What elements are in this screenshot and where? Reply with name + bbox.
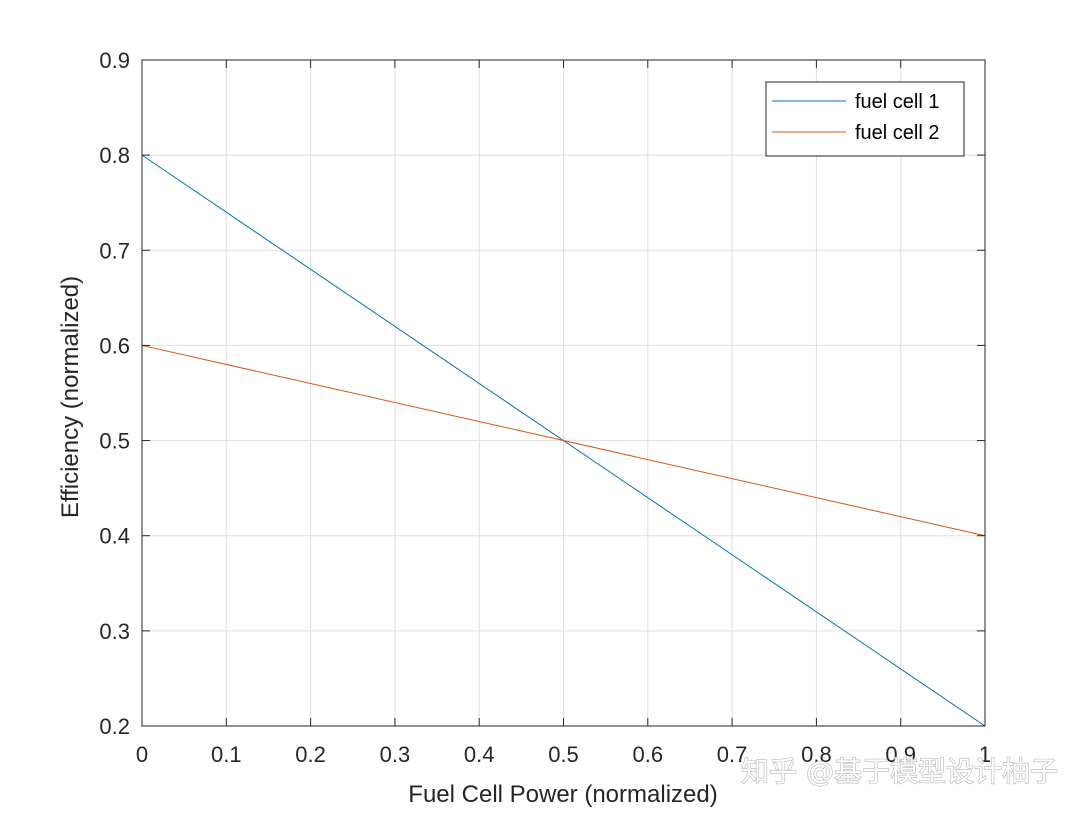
legend: fuel cell 1 fuel cell 2 xyxy=(765,81,965,157)
x-tick-label: 0.6 xyxy=(633,742,664,767)
x-tick-label: 0.3 xyxy=(380,742,411,767)
tick-marks xyxy=(141,59,986,727)
watermark: 知乎 @基于模型设计柚子 xyxy=(741,755,1058,788)
x-tick-label: 0.4 xyxy=(464,742,495,767)
x-tick-label: 0.7 xyxy=(717,742,748,767)
series-group xyxy=(141,154,986,727)
y-tick-label: 0.4 xyxy=(99,524,130,549)
x-tick-label: 0.2 xyxy=(295,742,326,767)
legend-box xyxy=(765,81,965,157)
x-tick-labels: 0 0.1 0.2 0.3 0.4 0.5 0.6 0.7 0.8 0.9 1 xyxy=(136,742,991,767)
y-tick-label: 0.5 xyxy=(99,429,130,454)
x-axis-label: Fuel Cell Power (normalized) xyxy=(408,781,717,808)
y-tick-labels: 0.2 0.3 0.4 0.5 0.6 0.7 0.8 0.9 xyxy=(99,48,130,739)
series-line-2 xyxy=(141,344,986,537)
x-tick-label: 0.5 xyxy=(548,742,579,767)
legend-label-1: fuel cell 1 xyxy=(855,91,940,113)
x-tick-label: 0.9 xyxy=(885,742,916,767)
y-tick-label: 0.2 xyxy=(99,714,130,739)
x-tick-label: 1 xyxy=(979,742,991,767)
y-tick-label: 0.6 xyxy=(99,333,130,358)
y-tick-label: 0.3 xyxy=(99,619,130,644)
y-tick-label: 0.9 xyxy=(99,48,130,73)
legend-label-2: fuel cell 2 xyxy=(855,122,940,144)
x-tick-label: 0.1 xyxy=(211,742,242,767)
x-tick-label: 0.8 xyxy=(801,742,832,767)
y-tick-label: 0.8 xyxy=(99,143,130,168)
y-axis-label: Efficiency (normalized) xyxy=(57,276,84,518)
y-tick-label: 0.7 xyxy=(99,238,130,263)
x-tick-label: 0 xyxy=(136,742,148,767)
